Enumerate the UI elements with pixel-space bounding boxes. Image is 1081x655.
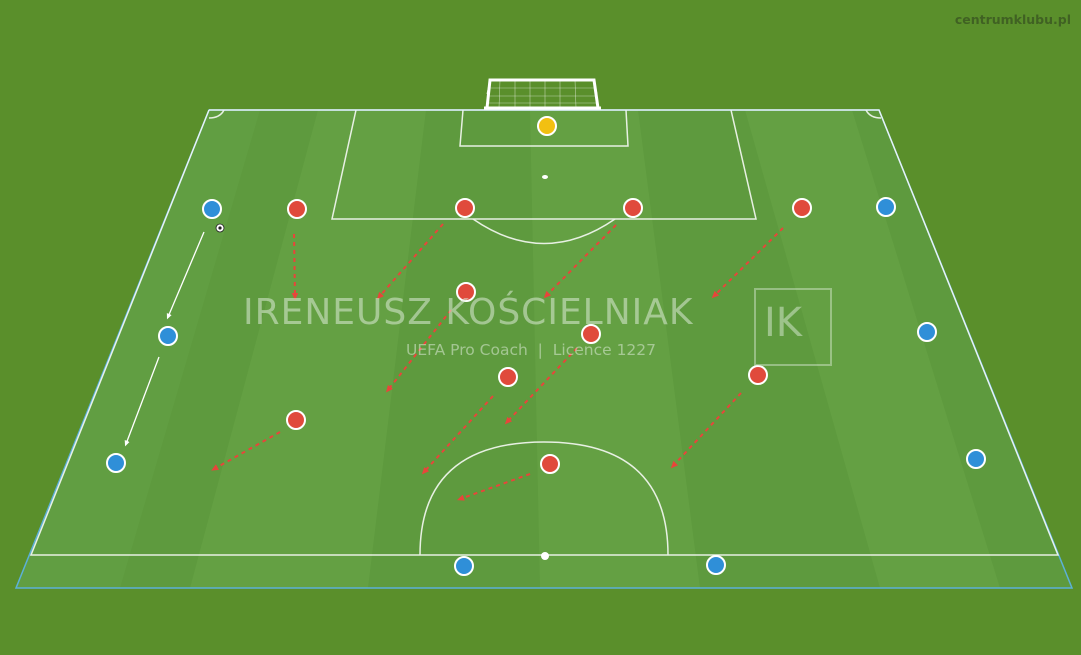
blue-player-marker[interactable] [876, 197, 896, 217]
movement-arrow [543, 224, 617, 299]
blue-player-marker[interactable] [106, 453, 126, 473]
movement-arrows [211, 223, 784, 501]
blue-player-marker[interactable] [202, 199, 222, 219]
red-player-marker[interactable] [540, 454, 560, 474]
movement-arrow [670, 392, 742, 469]
movement-arrow [376, 223, 444, 300]
center-spot [541, 552, 549, 560]
pass-arrows [124, 231, 205, 447]
pitch-surface [16, 110, 1072, 588]
center-circle [419, 441, 669, 556]
movement-arrow [291, 233, 299, 301]
movement-arrow [386, 309, 452, 393]
movement-arrow [711, 227, 784, 299]
corner-arc-right [865, 109, 882, 119]
movement-arrow [421, 395, 494, 475]
penalty-arc [472, 218, 616, 245]
blue-player-marker[interactable] [706, 555, 726, 575]
players [106, 116, 986, 576]
penalty-spot [542, 175, 548, 179]
pass-arrow [166, 231, 205, 320]
corner-arc-left [208, 109, 225, 119]
pass-arrow [124, 356, 160, 447]
watermark-logo: IK [754, 288, 832, 366]
red-player-marker[interactable] [748, 365, 768, 385]
soccer-ball-icon[interactable] [215, 223, 225, 233]
red-player-marker[interactable] [792, 198, 812, 218]
red-player-marker[interactable] [623, 198, 643, 218]
penalty-box [331, 109, 757, 220]
blue-player-marker[interactable] [158, 326, 178, 346]
movement-arrow [504, 347, 578, 425]
blue-player-marker[interactable] [454, 556, 474, 576]
touchline [29, 109, 1060, 556]
goalkeeper-marker[interactable] [537, 116, 557, 136]
watermark-logo-text: IK [764, 300, 803, 346]
red-player-marker[interactable] [287, 199, 307, 219]
watermark-name: IRENEUSZ KOŚCIELNIAK [243, 292, 694, 333]
field-lines [29, 109, 1060, 556]
red-player-marker[interactable] [286, 410, 306, 430]
watermark-subtitle: UEFA Pro Coach | Licence 1227 [406, 341, 657, 359]
site-label: centrumklubu.pl [954, 12, 1071, 27]
red-player-marker[interactable] [456, 282, 476, 302]
goal-box [459, 109, 629, 147]
red-player-marker[interactable] [498, 367, 518, 387]
red-player-marker[interactable] [581, 324, 601, 344]
blue-player-marker[interactable] [966, 449, 986, 469]
red-player-marker[interactable] [455, 198, 475, 218]
goal [484, 78, 601, 110]
blue-player-marker[interactable] [917, 322, 937, 342]
